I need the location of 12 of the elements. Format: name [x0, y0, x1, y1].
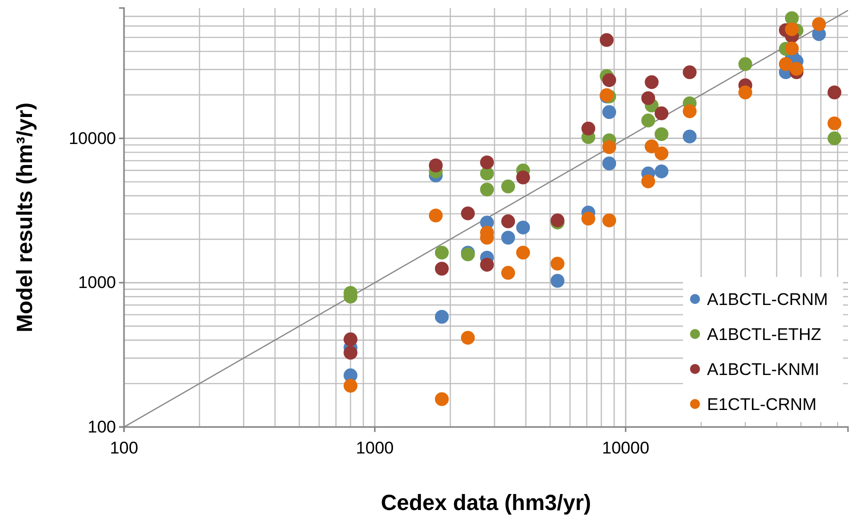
x-tick-label: 100: [110, 438, 138, 458]
y-axis-title: Model results (hm³/yr): [12, 102, 37, 332]
legend-label: E1CTL-CRNM: [707, 395, 817, 414]
x-axis-title: Cedex data (hm3/yr): [380, 490, 592, 515]
x-tick-label: 10000: [602, 438, 650, 458]
y-tick-label: 10000: [68, 128, 116, 148]
x-tick-label: 1000: [356, 438, 394, 458]
legend-label: A1BCTL-CRNM: [707, 290, 828, 309]
legend-label: A1BCTL-ETHZ: [707, 325, 822, 344]
legend-label: A1BCTL-KNMI: [707, 360, 820, 379]
y-tick-label: 1000: [78, 273, 116, 292]
y-tick-label: 100: [88, 417, 116, 436]
